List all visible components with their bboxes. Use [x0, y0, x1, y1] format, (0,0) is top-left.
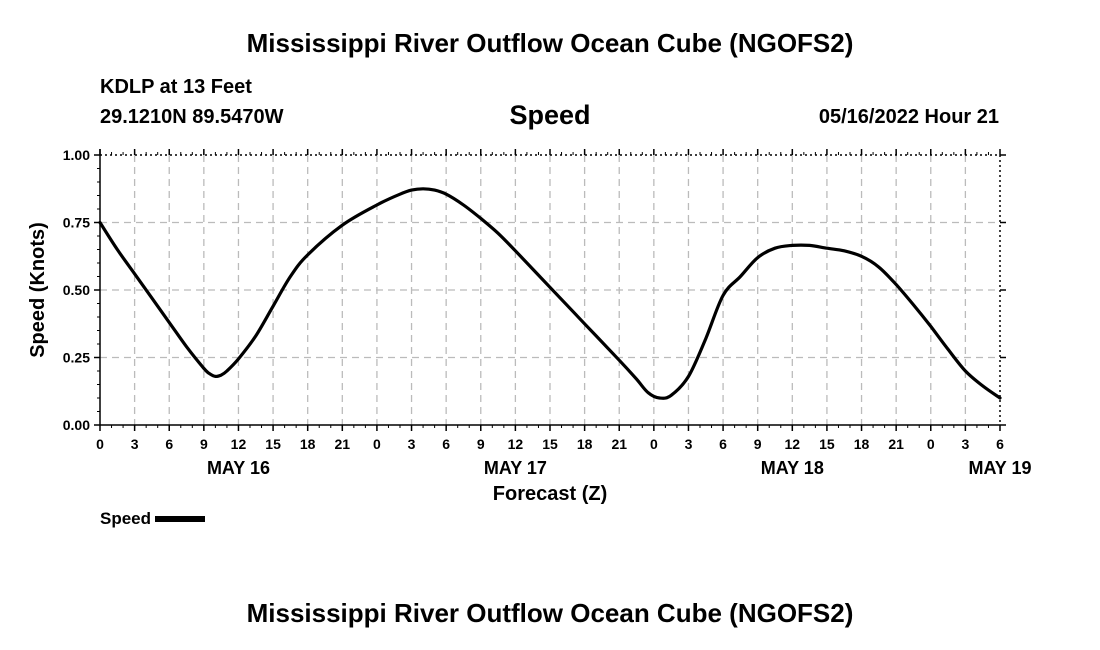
x-tick-label: 0 [373, 436, 381, 452]
x-tick-label: 3 [408, 436, 416, 452]
y-tick-label: 1.00 [63, 147, 90, 163]
date-label: MAY 19 [968, 458, 1031, 478]
x-tick-label: 12 [508, 436, 524, 452]
x-axis-label: Forecast (Z) [493, 483, 607, 505]
chart-legend: Speed [100, 509, 206, 529]
date-label: MAY 16 [207, 458, 270, 478]
chart-title: Speed [509, 100, 591, 130]
x-tick-label: 0 [927, 436, 935, 452]
x-tick-label: 18 [854, 436, 870, 452]
chart-grid [100, 155, 1000, 425]
x-tick-label: 6 [442, 436, 450, 452]
legend-label: Speed [100, 509, 152, 528]
speed-series-line [98, 187, 1002, 400]
legend-line-swatch [155, 516, 206, 522]
chart-series [98, 187, 1002, 400]
date-label: MAY 18 [761, 458, 824, 478]
x-tick-label: 21 [888, 436, 904, 452]
x-tick-label: 15 [265, 436, 281, 452]
x-tick-label: 3 [685, 436, 693, 452]
forecast-datetime: 05/16/2022 Hour 21 [818, 106, 999, 128]
x-tick-label: 0 [650, 436, 658, 452]
x-tick-label: 6 [165, 436, 173, 452]
y-axis-label: Speed (Knots) [27, 222, 49, 358]
x-tick-label: 0 [96, 436, 104, 452]
chart-ticks: 0.00 0.25 0.50 0.75 1.00 0 3 6 9 12 15 18 21 0 3 6 9 12 15… [63, 147, 1032, 478]
station-coordinates: 29.1210N 89.5470W [100, 106, 284, 128]
date-label: MAY 17 [484, 458, 547, 478]
x-tick-label: 3 [961, 436, 969, 452]
y-tick-label: 0.25 [63, 350, 90, 366]
y-tick-label: 0.00 [63, 417, 90, 433]
page-title: Mississippi River Outflow Ocean Cube (NG… [246, 28, 854, 58]
x-tick-label: 9 [754, 436, 762, 452]
y-tick-label: 0.75 [63, 215, 90, 231]
x-tick-label: 6 [719, 436, 727, 452]
x-tick-label: 15 [542, 436, 558, 452]
x-tick-label: 21 [611, 436, 627, 452]
x-tick-label: 12 [785, 436, 801, 452]
x-tick-label: 15 [819, 436, 835, 452]
x-tick-label: 3 [131, 436, 139, 452]
y-tick-label: 0.50 [63, 282, 90, 298]
x-tick-label: 21 [335, 436, 351, 452]
x-tick-label: 6 [996, 436, 1004, 452]
x-tick-label: 18 [577, 436, 593, 452]
x-tick-label: 12 [231, 436, 247, 452]
station-label: KDLP at 13 Feet [100, 76, 252, 98]
footer-title: Mississippi River Outflow Ocean Cube (NG… [246, 598, 854, 628]
x-tick-label: 9 [200, 436, 208, 452]
x-tick-label: 18 [300, 436, 316, 452]
x-tick-label: 9 [477, 436, 485, 452]
